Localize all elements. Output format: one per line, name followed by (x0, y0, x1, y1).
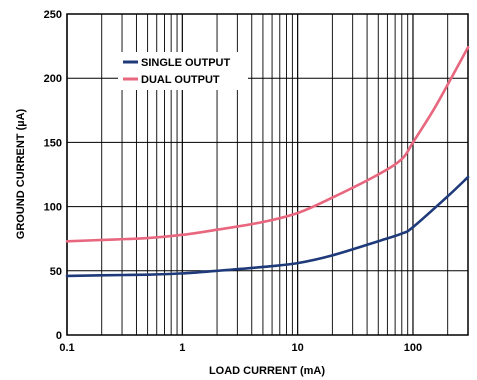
series-line-single-output (65, 175, 470, 278)
x-tick-label: 1 (179, 342, 185, 354)
legend: SINGLE OUTPUT DUAL OUTPUT (118, 52, 248, 90)
x-tick-label: 100 (404, 342, 422, 354)
plot-frame (66, 13, 469, 336)
y-tick-label: 0 (56, 330, 62, 342)
legend-background (118, 52, 248, 90)
legend-label-dual-output: DUAL OUTPUT (141, 74, 220, 86)
y-tick-label: 100 (44, 202, 62, 214)
y-tick-label: 200 (44, 73, 62, 85)
x-axis-title: LOAD CURRENT (mA) (209, 365, 325, 377)
y-tick-label: 250 (44, 9, 62, 21)
series-lines (65, 46, 470, 278)
y-axis-title: GROUND CURRENT (µA) (15, 108, 27, 239)
x-tick-label: 10 (292, 342, 304, 354)
y-tick-label: 150 (44, 137, 62, 149)
legend-label-single-output: SINGLE OUTPUT (141, 57, 231, 69)
axis-ticks: 0.1 1 10 100 0 50 100 150 200 250 (44, 9, 423, 354)
x-tick-label: 0.1 (59, 342, 74, 354)
series-line-dual-output (65, 46, 470, 243)
y-tick-label: 50 (50, 266, 62, 278)
